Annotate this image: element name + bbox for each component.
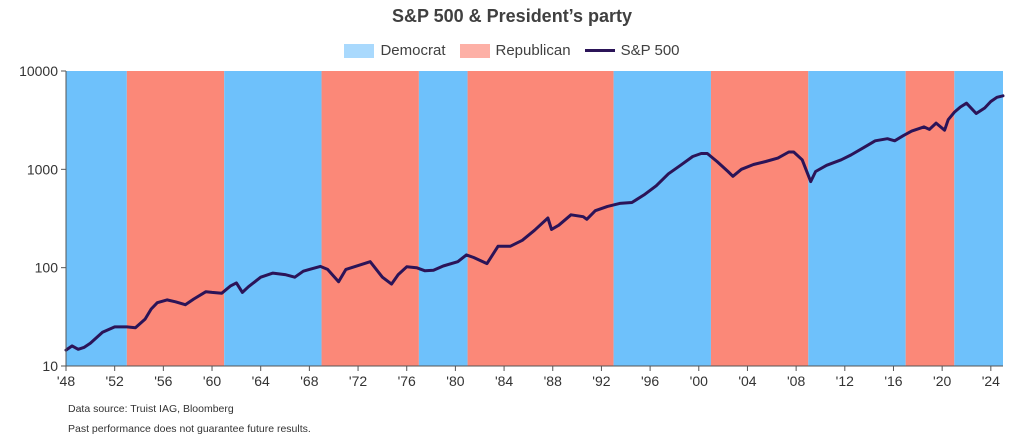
x-tick-label: '48 (57, 373, 75, 389)
x-tick-label: '56 (154, 373, 172, 389)
x-tick-label: '76 (398, 373, 416, 389)
party-band-democrat-10 (954, 71, 1003, 366)
x-tick-label: '84 (495, 373, 513, 389)
y-tick-label: 10000 (19, 63, 58, 79)
x-tick-label: '16 (884, 373, 902, 389)
x-tick-label: '08 (787, 373, 805, 389)
party-band-democrat-4 (418, 71, 468, 366)
x-tick-label: '72 (349, 373, 367, 389)
party-band-democrat-2 (224, 71, 322, 366)
x-tick-label: '04 (738, 373, 756, 389)
x-tick-label: '96 (641, 373, 659, 389)
party-band-republican-3 (321, 71, 419, 366)
x-tick-label: '80 (446, 373, 464, 389)
sp500-series-line (64, 94, 1005, 352)
sp500-line-layer (64, 94, 1005, 352)
party-band-democrat-0 (66, 71, 127, 366)
legend-item-democrat: Democrat (344, 42, 446, 59)
party-band-democrat-8 (808, 71, 906, 366)
party-band-democrat-6 (613, 71, 711, 366)
footnote-source: Data source: Truist IAG, Bloomberg (68, 403, 234, 415)
y-tick-label: 10 (42, 358, 58, 374)
legend-label-sp500: S&P 500 (620, 42, 680, 59)
party-band-republican-7 (710, 71, 809, 366)
legend-label-democrat: Democrat (380, 42, 446, 59)
party-band-republican-9 (905, 71, 955, 366)
legend-item-sp500: S&P 500 (584, 42, 680, 59)
chart-title: S&P 500 & President’s party (391, 6, 633, 26)
x-tick-label: '00 (690, 373, 708, 389)
legend: Democrat Republican S&P 500 (0, 42, 1024, 59)
y-tick-label: 100 (35, 260, 59, 276)
party-band-republican-5 (467, 71, 614, 366)
legend-swatch-sp500 (584, 49, 615, 52)
x-tick-label: '60 (203, 373, 221, 389)
axes: 10 100 1000 10000 '48 '52 '56 '60 '64 '68 '72 '76 '8… (19, 63, 1003, 389)
legend-item-republican: Republican (459, 42, 571, 59)
party-bands (66, 71, 1003, 366)
x-tick-label: '12 (836, 373, 854, 389)
x-tick-label: '20 (933, 373, 951, 389)
party-band-republican-1 (126, 71, 225, 366)
footnote-disclaimer: Past performance does not guarantee futu… (68, 423, 311, 435)
legend-swatch-republican (459, 43, 490, 58)
legend-label-republican: Republican (495, 42, 571, 59)
x-tick-label: '88 (544, 373, 562, 389)
x-tick-label: '68 (300, 373, 318, 389)
y-tick-label: 1000 (27, 161, 58, 177)
chart-svg: 10 100 1000 10000 '48 '52 '56 '60 '64 '68 '72 '76 '8… (19, 63, 1005, 389)
x-tick-label: '52 (106, 373, 124, 389)
x-tick-label: '24 (982, 373, 1000, 389)
x-tick-label: '92 (592, 373, 610, 389)
legend-swatch-democrat (344, 43, 375, 58)
x-tick-label: '64 (252, 373, 270, 389)
